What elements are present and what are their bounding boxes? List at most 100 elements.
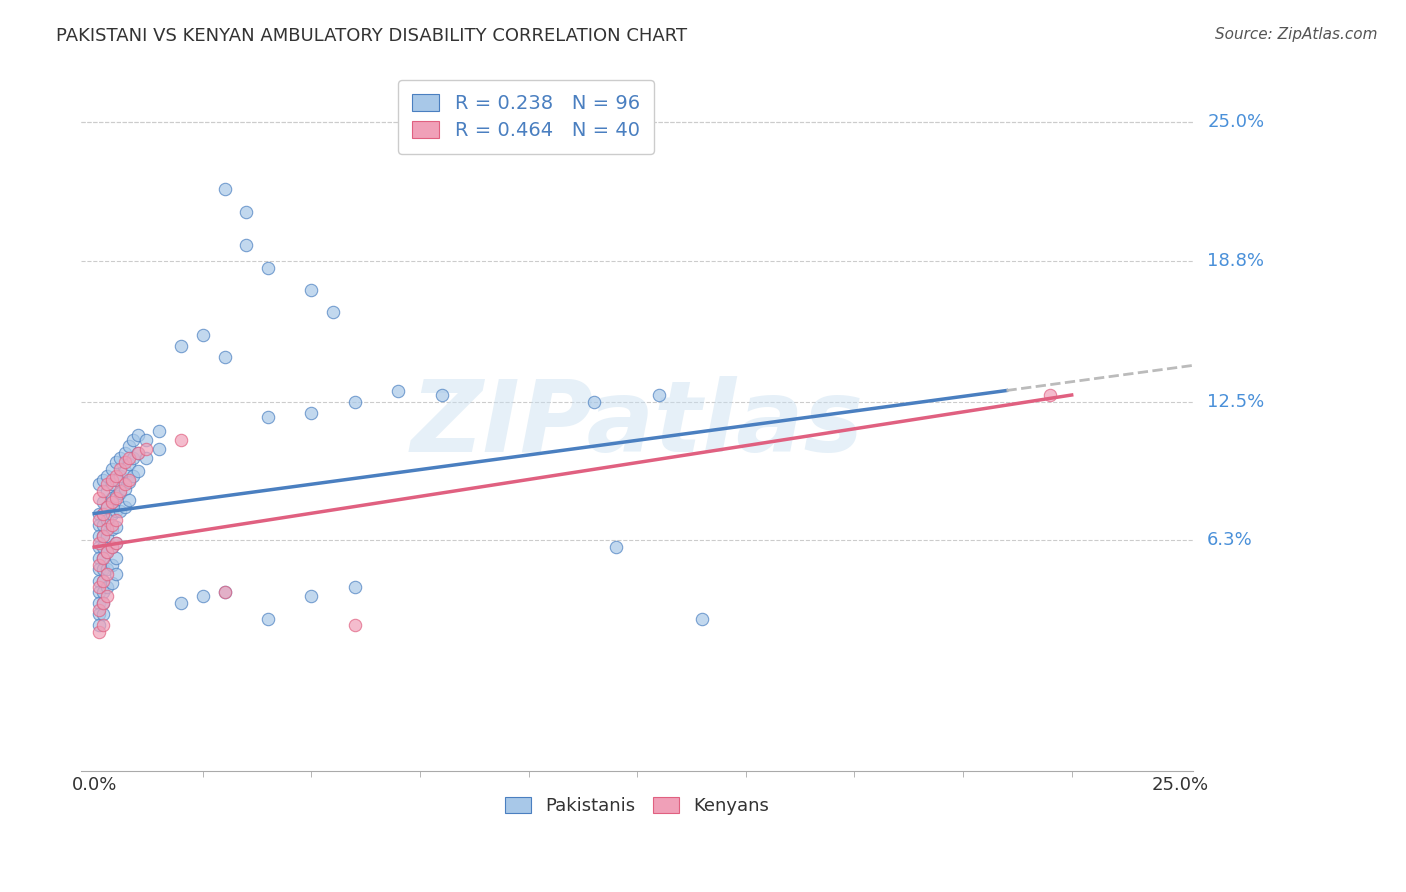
Point [96, 513, 118, 527]
Point [91, 473, 114, 487]
Point [96, 580, 118, 594]
Point [96, 589, 118, 603]
Point [87, 558, 110, 572]
Point [100, 462, 122, 476]
Point [91, 584, 114, 599]
Point [87, 580, 110, 594]
Point [114, 464, 136, 478]
Point [110, 450, 132, 465]
Point [100, 477, 122, 491]
Text: 25.0%: 25.0% [1208, 113, 1264, 131]
Point [91, 574, 114, 588]
Point [87, 535, 110, 549]
Point [91, 529, 114, 543]
Text: PAKISTANI VS KENYAN AMBULATORY DISABILITY CORRELATION CHART: PAKISTANI VS KENYAN AMBULATORY DISABILIT… [56, 27, 688, 45]
Point [87, 477, 110, 491]
Point [127, 446, 149, 460]
Text: Source: ZipAtlas.com: Source: ZipAtlas.com [1215, 27, 1378, 42]
Point [91, 495, 114, 509]
Point [96, 529, 118, 543]
Point [91, 529, 114, 543]
Point [110, 484, 132, 499]
Point [257, 410, 280, 425]
Point [96, 562, 118, 576]
Point [387, 384, 409, 398]
Point [96, 477, 118, 491]
Point [299, 283, 322, 297]
Point [114, 500, 136, 514]
Point [87, 551, 110, 566]
Point [104, 455, 127, 469]
Point [170, 433, 193, 447]
Point [127, 428, 149, 442]
Point [87, 513, 110, 527]
Point [1039, 388, 1062, 402]
Point [104, 491, 127, 505]
Point [114, 446, 136, 460]
Point [114, 455, 136, 469]
Text: 6.3%: 6.3% [1208, 532, 1253, 549]
Point [87, 517, 110, 532]
Point [96, 484, 118, 499]
Point [104, 473, 127, 487]
Point [343, 618, 366, 632]
Point [96, 500, 118, 514]
Point [110, 468, 132, 483]
Point [91, 596, 114, 610]
Point [87, 574, 110, 588]
Point [191, 327, 214, 342]
Text: 18.8%: 18.8% [1208, 252, 1264, 269]
Point [96, 566, 118, 581]
Point [605, 540, 627, 554]
Point [104, 566, 127, 581]
Text: 12.5%: 12.5% [1208, 392, 1264, 410]
Point [299, 406, 322, 420]
Point [91, 551, 114, 566]
Point [87, 584, 110, 599]
Point [87, 562, 110, 576]
Point [214, 182, 236, 196]
Point [91, 507, 114, 521]
Point [114, 482, 136, 496]
Point [322, 305, 344, 319]
Point [692, 612, 714, 626]
Point [104, 535, 127, 549]
Point [91, 484, 114, 499]
Point [191, 589, 214, 603]
Point [235, 204, 257, 219]
Point [87, 618, 110, 632]
Point [299, 589, 322, 603]
Point [100, 473, 122, 487]
Point [170, 596, 193, 610]
Point [104, 520, 127, 534]
Point [100, 558, 122, 572]
Point [135, 442, 157, 456]
Point [148, 442, 170, 456]
Legend: Pakistanis, Kenyans: Pakistanis, Kenyans [496, 788, 778, 824]
Point [148, 424, 170, 438]
Point [214, 584, 236, 599]
Point [118, 458, 141, 472]
Point [91, 607, 114, 622]
Point [100, 517, 122, 532]
Point [122, 450, 145, 465]
Point [91, 618, 114, 632]
Point [110, 504, 132, 518]
Point [430, 388, 453, 402]
Point [87, 607, 110, 622]
Point [104, 513, 127, 527]
Point [91, 540, 114, 554]
Point [135, 450, 157, 465]
Point [122, 468, 145, 483]
Point [257, 612, 280, 626]
Point [100, 507, 122, 521]
Point [214, 350, 236, 364]
Point [96, 544, 118, 558]
Point [91, 507, 114, 521]
Point [122, 433, 145, 447]
Point [118, 439, 141, 453]
Point [114, 477, 136, 491]
Point [91, 517, 114, 532]
Point [87, 529, 110, 543]
Point [104, 504, 127, 518]
